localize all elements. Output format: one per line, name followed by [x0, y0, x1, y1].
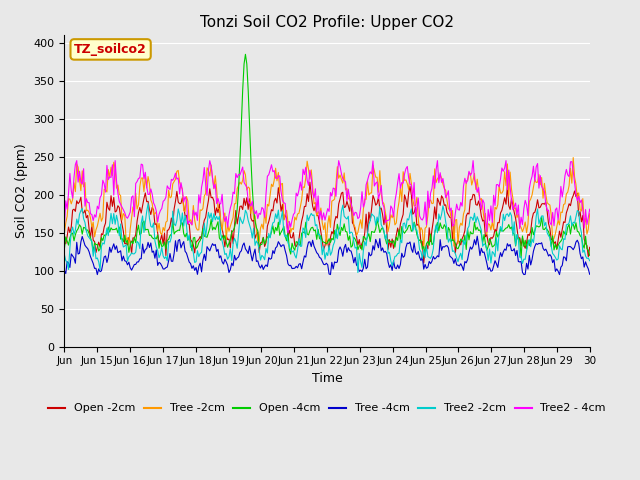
Tree2 -2cm: [584, 255, 592, 261]
Open -4cm: [586, 252, 593, 258]
Tree -4cm: [93, 272, 101, 277]
Tree2 -2cm: [332, 227, 340, 232]
Tree -4cm: [78, 234, 86, 240]
Open -4cm: [517, 255, 525, 261]
Tree -2cm: [61, 230, 68, 236]
Tree -4cm: [586, 271, 593, 277]
Tree -4cm: [516, 259, 524, 265]
Tree2 - 4cm: [73, 158, 81, 164]
Line: Tree2 -2cm: Tree2 -2cm: [65, 204, 589, 273]
Open -4cm: [515, 237, 522, 243]
Open -2cm: [306, 179, 314, 185]
Tree2 -2cm: [586, 258, 593, 264]
Tree -4cm: [61, 268, 68, 274]
Title: Tonzi Soil CO2 Profile: Upper CO2: Tonzi Soil CO2 Profile: Upper CO2: [200, 15, 454, 30]
Tree2 -2cm: [516, 254, 524, 260]
Tree2 -2cm: [78, 205, 86, 211]
Tree -2cm: [78, 168, 86, 174]
Tree2 - 4cm: [61, 223, 68, 229]
Open -2cm: [95, 239, 102, 245]
Tree -2cm: [570, 155, 577, 160]
Tree -2cm: [95, 217, 102, 223]
Tree2 -2cm: [95, 259, 102, 264]
X-axis label: Time: Time: [312, 372, 342, 385]
Open -2cm: [584, 254, 592, 260]
Tree -2cm: [515, 211, 522, 217]
Line: Tree -4cm: Tree -4cm: [65, 236, 589, 275]
Tree2 - 4cm: [284, 230, 292, 236]
Open -4cm: [241, 51, 249, 57]
Open -2cm: [420, 260, 428, 266]
Tree2 -2cm: [438, 212, 445, 217]
Tree2 -2cm: [144, 201, 152, 206]
Tree2 -2cm: [354, 270, 362, 276]
Tree2 - 4cm: [80, 166, 88, 172]
Open -2cm: [438, 193, 445, 199]
Open -4cm: [78, 231, 86, 237]
Tree -2cm: [420, 245, 428, 251]
Legend: Open -2cm, Tree -2cm, Open -4cm, Tree -4cm, Tree2 -2cm, Tree2 - 4cm: Open -2cm, Tree -2cm, Open -4cm, Tree -4…: [44, 399, 611, 418]
Open -4cm: [61, 246, 68, 252]
Tree -2cm: [584, 226, 592, 232]
Tree -2cm: [586, 211, 593, 216]
Open -2cm: [332, 214, 340, 219]
Open -2cm: [61, 238, 68, 244]
Open -4cm: [95, 248, 102, 254]
Tree -2cm: [331, 196, 339, 202]
Tree -4cm: [332, 260, 340, 265]
Open -2cm: [586, 244, 593, 250]
Tree2 - 4cm: [96, 195, 104, 201]
Open -2cm: [516, 235, 524, 240]
Line: Open -4cm: Open -4cm: [65, 54, 589, 258]
Line: Tree -2cm: Tree -2cm: [65, 157, 589, 248]
Tree2 - 4cm: [333, 172, 341, 178]
Tree -2cm: [436, 171, 444, 177]
Tree2 - 4cm: [586, 206, 593, 212]
Tree2 - 4cm: [438, 180, 445, 185]
Tree -4cm: [96, 269, 104, 275]
Line: Open -2cm: Open -2cm: [65, 182, 589, 263]
Tree2 -2cm: [61, 252, 68, 258]
Tree -4cm: [584, 266, 592, 272]
Text: TZ_soilco2: TZ_soilco2: [74, 43, 147, 56]
Tree2 - 4cm: [584, 215, 592, 220]
Tree2 - 4cm: [516, 226, 524, 231]
Open -2cm: [78, 209, 86, 215]
Open -4cm: [436, 220, 444, 226]
Line: Tree2 - 4cm: Tree2 - 4cm: [65, 161, 589, 233]
Tree -4cm: [436, 237, 444, 242]
Open -4cm: [332, 235, 340, 240]
Open -4cm: [584, 247, 592, 253]
Tree -4cm: [474, 233, 481, 239]
Y-axis label: Soil CO2 (ppm): Soil CO2 (ppm): [15, 144, 28, 239]
